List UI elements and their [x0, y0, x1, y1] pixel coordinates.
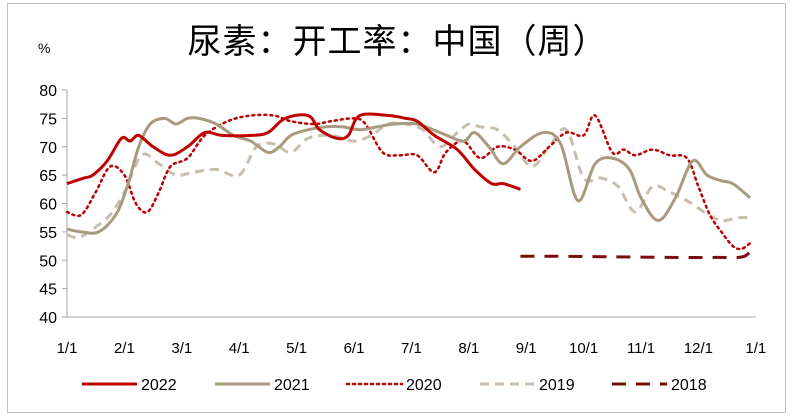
y-tick-label: 70	[39, 140, 57, 157]
series-line-2019	[66, 121, 751, 240]
x-tick-label: 3/1	[171, 340, 192, 357]
series-line-2021	[66, 116, 752, 235]
x-tick-label: 2/1	[114, 340, 135, 357]
legend-label-2020: 2020	[406, 377, 442, 394]
x-tick-label: 6/1	[344, 340, 365, 357]
x-tick-label: 11/1	[627, 340, 655, 357]
x-tick-label: 10/1	[569, 340, 598, 357]
x-tick-label: 1/1	[745, 340, 766, 357]
x-tick-label: 9/1	[516, 340, 537, 357]
legend-label-2022: 2022	[141, 377, 177, 394]
x-tick-label: 4/1	[229, 340, 250, 357]
series-line-2022	[66, 112, 521, 191]
y-tick-label: 80	[39, 83, 57, 100]
y-tick-label: 40	[39, 310, 57, 327]
series-line-2020	[65, 113, 752, 251]
x-tick-label: 1/1	[57, 340, 78, 357]
axes: 40 45 50 55 60 65 70 75 80 1/1 2/1 3/1 4/1 5/1 6/1 7/1 8…	[39, 83, 766, 357]
y-tick-label: 75	[39, 111, 57, 128]
x-tick-label: 12/1	[684, 340, 713, 357]
y-axis-unit: %	[38, 40, 51, 56]
plot-area	[65, 112, 755, 260]
series-line-2018	[520, 243, 755, 260]
legend-label-2019: 2019	[539, 377, 575, 394]
y-tick-label: 50	[39, 253, 57, 270]
y-tick-label: 45	[39, 282, 57, 299]
y-tick-label: 65	[39, 168, 57, 185]
legend-label-2018: 2018	[671, 377, 707, 394]
legend: 2022 2021 2020 2019 2018	[82, 377, 707, 394]
x-tick-label: 7/1	[401, 340, 422, 357]
legend-label-2021: 2021	[274, 377, 310, 394]
y-tick-label: 60	[39, 197, 57, 214]
x-tick-label: 5/1	[286, 340, 307, 357]
y-tick-label: 55	[39, 225, 57, 242]
x-tick-label: 8/1	[458, 340, 479, 357]
chart-frame	[7, 3, 786, 413]
chart-title: 尿素：开工率：中国（周）	[187, 22, 608, 62]
